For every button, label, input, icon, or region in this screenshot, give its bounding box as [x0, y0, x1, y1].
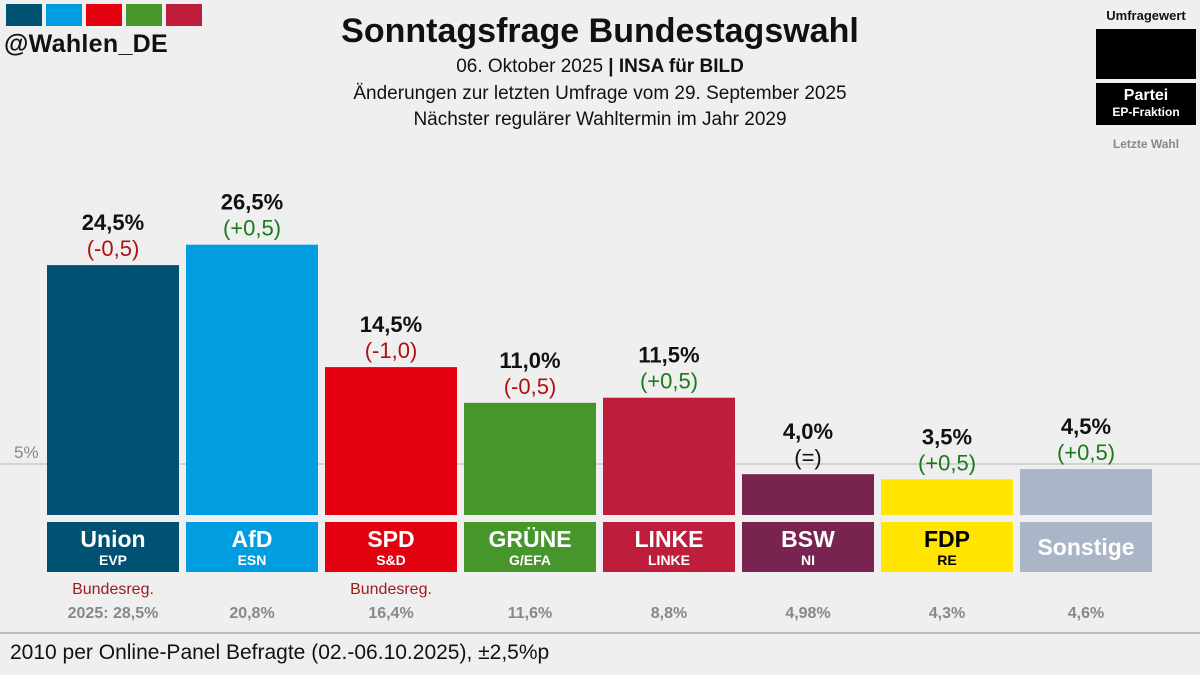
party-label-union: Union EVP [47, 522, 179, 572]
bar-chart: 5%24,5%(-0,5)26,5%(+0,5)14,5%(-1,0) 11,0%… [0, 190, 1200, 515]
ep-group: LINKE [648, 552, 690, 568]
last-election-value: 4,98% [785, 605, 831, 622]
last-election-value: 4,6% [1067, 605, 1105, 622]
value-label: 4,0% [783, 419, 833, 444]
logo-square [86, 4, 122, 26]
legend-last-election: Letzte Wahl [1112, 137, 1180, 151]
party-name: Union [80, 526, 146, 552]
party-label-sonstige: Sonstige [1020, 522, 1152, 572]
party-name: AfD [231, 526, 273, 552]
legend-party: Partei [1123, 87, 1169, 104]
legend-value: Umfragewert [1106, 8, 1186, 23]
party-label-grüne: GRÜNE G/EFA [464, 522, 596, 572]
change-label: (+0,5) [223, 216, 281, 241]
government-label: Bundesreg. [350, 581, 432, 598]
change-label: (+0,5) [1057, 440, 1115, 465]
party-label-linke: LINKE LINKE [603, 522, 735, 572]
value-label: 24,5% [82, 210, 144, 235]
legend: Umfragewert Partei EP-Fraktion Letzte Wa… [1096, 8, 1196, 151]
bar-fdp [881, 479, 1013, 515]
bar-grüne [464, 402, 596, 515]
value-label: 14,5% [360, 312, 422, 337]
last-election-value: 11,6% [507, 605, 553, 622]
change-label: (=) [794, 445, 822, 470]
separator: | [608, 56, 614, 77]
ep-group: NI [801, 552, 815, 568]
value-label: 4,5% [1061, 414, 1111, 439]
government-label: Bundesreg. [72, 581, 154, 598]
party-name: GRÜNE [488, 526, 572, 552]
last-election-value: 8,8% [650, 605, 688, 622]
logo-square [126, 4, 162, 26]
bar-spd [325, 367, 457, 515]
logo-handle: @Wahlen_DE [4, 30, 168, 58]
date: 06. Oktober 2025 [456, 56, 604, 77]
logo-color-squares [6, 4, 202, 26]
subtitle-date: 06. Oktober 2025 | INSA für BILD [0, 56, 1200, 78]
subtitle-election: Nächster regulärer Wahltermin im Jahr 20… [413, 109, 787, 130]
ep-group: S&D [376, 552, 406, 568]
last-election-value: 4,3% [928, 605, 966, 622]
institute: INSA für BILD [618, 56, 744, 77]
last-election-value: 16,4% [368, 605, 414, 622]
change-label: (-1,0) [365, 338, 418, 363]
value-label: 26,5% [221, 190, 283, 215]
legend-group: EP-Fraktion [1112, 105, 1180, 119]
ep-group: EVP [98, 552, 127, 568]
party-label-fdp: FDP RE [881, 522, 1013, 572]
last-election-value: 2025: 28,5% [67, 605, 159, 622]
legend-label-swatch: Partei EP-Fraktion [1096, 83, 1196, 125]
change-label: (+0,5) [640, 369, 698, 394]
bar-afd [186, 244, 318, 515]
logo-square [46, 4, 82, 26]
party-name: LINKE [634, 526, 704, 552]
bar-linke [603, 397, 735, 515]
legend-bar-swatch [1096, 29, 1196, 79]
change-label: (-0,5) [504, 374, 557, 399]
chart-title: Sonntagsfrage Bundestagswahl [341, 12, 859, 50]
value-label: 11,5% [638, 343, 699, 368]
bar-bsw [742, 474, 874, 515]
change-label: (-0,5) [87, 236, 140, 261]
footer-divider [0, 632, 1200, 634]
bar-sonstige [1020, 469, 1152, 515]
threshold-label: 5% [14, 443, 39, 462]
party-name: SPD [367, 526, 415, 552]
ep-group: G/EFA [508, 552, 551, 568]
logo-square [6, 4, 42, 26]
ep-group: RE [937, 552, 957, 568]
logo-square [166, 4, 202, 26]
party-name: FDP [924, 526, 970, 552]
value-label: 3,5% [922, 424, 972, 449]
party-label-afd: AfD ESN [186, 522, 318, 572]
subtitle-changes: Änderungen zur letzten Umfrage vom 29. S… [353, 83, 847, 104]
footer-note: 2010 per Online-Panel Befragte (02.-06.1… [10, 641, 550, 664]
party-name: BSW [781, 526, 835, 552]
bar-union [47, 265, 179, 515]
party-label-bsw: BSW NI [742, 522, 874, 572]
party-label-spd: SPD S&D [325, 522, 457, 572]
ep-group: ESN [237, 552, 267, 568]
party-name: Sonstige [1037, 534, 1135, 560]
value-label: 11,0% [499, 348, 560, 373]
last-election-value: 20,8% [229, 605, 275, 622]
change-label: (+0,5) [918, 450, 976, 475]
